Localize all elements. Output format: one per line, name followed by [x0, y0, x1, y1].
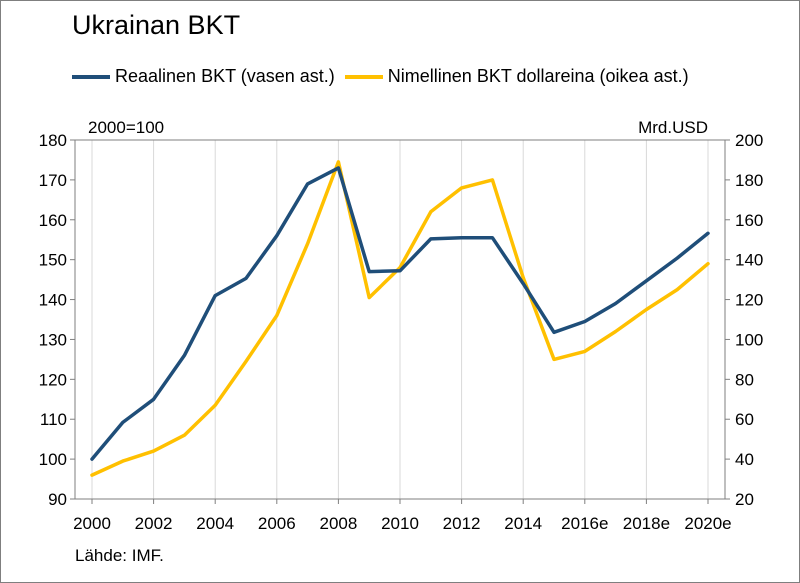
- source-note: Lähde: IMF.: [75, 546, 164, 565]
- series-line-real-gdp: [90, 166, 710, 461]
- x-tick-label: 2012: [443, 514, 481, 533]
- chart-title: Ukrainan BKT: [72, 10, 241, 40]
- right-tick-label: 180: [735, 171, 763, 190]
- left-tick-label: 180: [39, 131, 67, 150]
- x-tick-label: 2020e: [684, 514, 731, 533]
- right-tick-label: 160: [735, 211, 763, 230]
- x-tick-label: 2002: [135, 514, 173, 533]
- x-tick-label: 2016e: [561, 514, 608, 533]
- left-tick-label: 130: [39, 330, 67, 349]
- right-axis-unit: Mrd.USD: [638, 118, 708, 137]
- legend-swatch-real-gdp: [72, 74, 110, 79]
- left-tick-label: 100: [39, 450, 67, 469]
- left-tick-label: 110: [40, 410, 67, 429]
- x-tick-label: 2008: [319, 514, 357, 533]
- legend-item-nominal-gdp: Nimellinen BKT dollareina (oikea ast.): [344, 66, 689, 87]
- right-tick-label: 60: [735, 410, 754, 429]
- x-tick-label: 2014: [504, 514, 542, 533]
- x-tick-label: 2010: [381, 514, 419, 533]
- right-tick-label: 120: [735, 291, 763, 310]
- left-tick-label: 170: [39, 171, 67, 190]
- right-tick-label: 100: [735, 330, 763, 349]
- right-tick-label: 80: [735, 370, 754, 389]
- legend-item-real-gdp: Reaalinen BKT (vasen ast.): [72, 66, 335, 87]
- left-tick-label: 120: [39, 370, 67, 389]
- legend-label-nominal-gdp: Nimellinen BKT dollareina (oikea ast.): [387, 66, 689, 86]
- right-tick-label: 40: [735, 450, 754, 469]
- right-tick-label: 20: [735, 490, 754, 509]
- left-axis-unit: 2000=100: [88, 118, 165, 137]
- legend-swatch-nominal-gdp: [344, 74, 383, 79]
- right-tick-label: 200: [735, 131, 763, 150]
- x-tick-label: 2000: [73, 514, 111, 533]
- legend-label-real-gdp: Reaalinen BKT (vasen ast.): [115, 66, 335, 86]
- x-tick-label: 2018e: [623, 514, 670, 533]
- left-tick-label: 140: [39, 291, 67, 310]
- left-tick-label: 90: [48, 490, 67, 509]
- legend: Reaalinen BKT (vasen ast.) Nimellinen BK…: [72, 66, 699, 87]
- left-tick-label: 150: [39, 251, 67, 270]
- series-line-nominal-gdp: [90, 160, 710, 477]
- x-tick-label: 2004: [196, 514, 234, 533]
- right-tick-label: 140: [735, 251, 763, 270]
- left-tick-label: 160: [39, 211, 67, 230]
- x-tick-label: 2006: [258, 514, 296, 533]
